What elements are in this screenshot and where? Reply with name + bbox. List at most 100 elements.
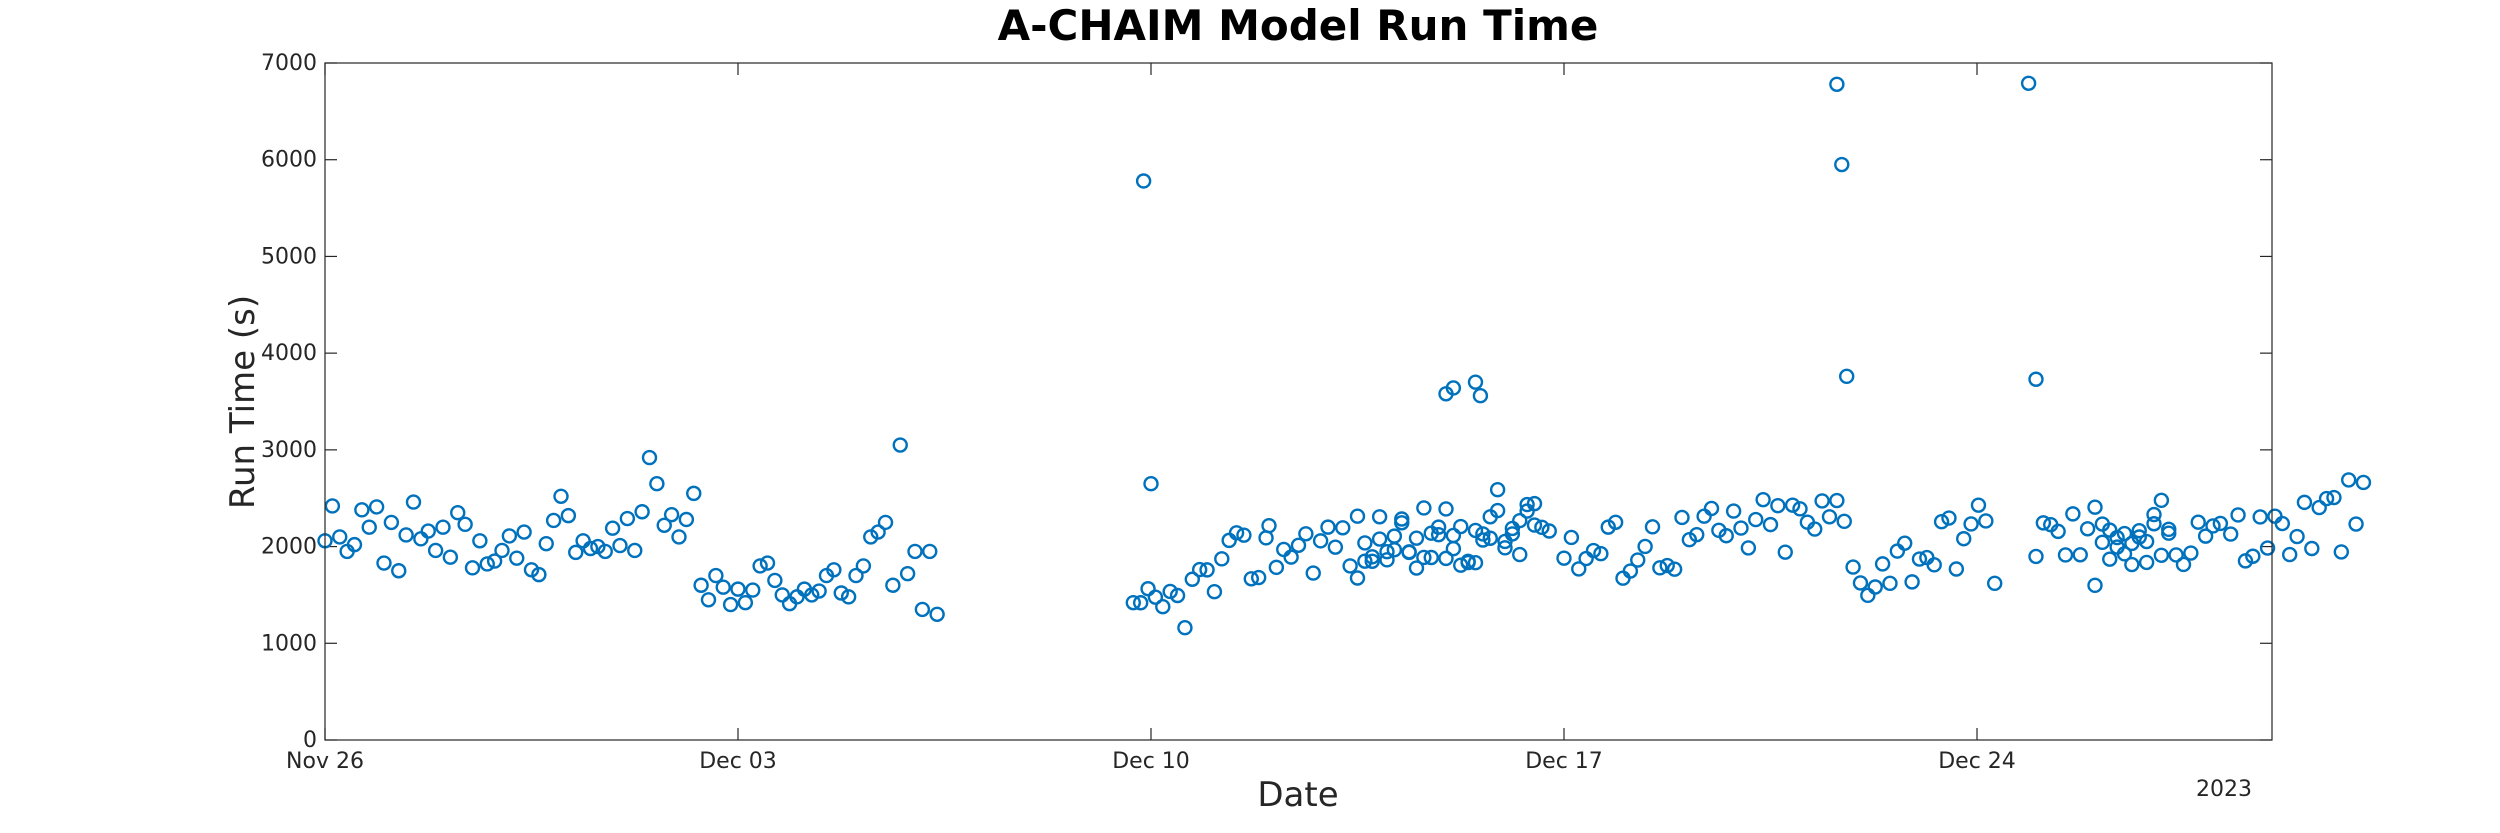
data-point: [1438, 501, 1454, 517]
data-point: [1438, 550, 1454, 567]
data-point: [2109, 529, 2125, 546]
data-point: [656, 517, 672, 533]
y-tick-label: 5000: [261, 244, 317, 269]
data-point: [1526, 517, 1543, 533]
data-point: [1904, 574, 1920, 590]
data-point: [1821, 509, 1838, 525]
data-point: [1453, 518, 1469, 535]
data-point: [1725, 503, 1742, 519]
data-point: [1578, 550, 1594, 567]
data-point: [1379, 552, 1395, 568]
y-tick-label: 2000: [261, 535, 317, 560]
data-point: [826, 562, 842, 578]
data-point: [376, 555, 392, 571]
data-point: [1829, 492, 1845, 509]
data-point: [413, 531, 429, 547]
data-point: [1792, 501, 1808, 517]
data-point: [1155, 599, 1171, 615]
data-point: [848, 567, 864, 584]
data-point: [2094, 534, 2111, 551]
data-point: [2289, 528, 2305, 545]
data-point: [2355, 474, 2372, 491]
data-point: [877, 514, 894, 531]
data-point: [2245, 548, 2261, 564]
data-point: [1349, 570, 1366, 586]
data-point: [1143, 476, 1159, 492]
data-point: [1228, 525, 1245, 541]
data-point: [1541, 523, 1557, 539]
data-point: [1748, 511, 1764, 528]
data-point: [1342, 558, 1358, 574]
data-point: [2146, 506, 2162, 523]
data-point: [2190, 514, 2206, 530]
data-point: [1349, 508, 1366, 524]
data-point: [885, 577, 901, 593]
data-point: [2230, 507, 2246, 523]
data-point: [1497, 540, 1513, 556]
data-point: [1986, 575, 2003, 592]
data-point: [1897, 535, 1913, 551]
data-point: [1836, 513, 1852, 530]
data-point: [1644, 519, 1661, 535]
data-point: [1512, 512, 1528, 529]
data-point: [899, 565, 916, 582]
data-point: [1860, 587, 1876, 604]
data-point: [2168, 547, 2184, 563]
data-point: [693, 577, 709, 593]
data-point: [1834, 156, 1850, 173]
data-point: [715, 579, 731, 595]
data-point: [1814, 493, 1830, 509]
data-point: [1740, 540, 1757, 556]
data-point: [1526, 495, 1543, 512]
data-point: [2222, 526, 2239, 542]
data-point: [2183, 545, 2199, 561]
data-point: [840, 589, 857, 605]
x-tick-label: Dec 24: [1938, 749, 2016, 774]
y-axis-label: Run Time (s): [223, 295, 263, 509]
data-point: [1290, 537, 1307, 554]
data-point: [2153, 492, 2170, 509]
y-tick-label: 7000: [261, 51, 317, 76]
data-point: [1777, 544, 1793, 560]
data-point: [1320, 519, 1336, 535]
data-point: [1191, 561, 1208, 578]
data-point: [361, 519, 377, 535]
data-point: [1593, 546, 1609, 562]
data-point: [450, 505, 466, 521]
data-point: [1637, 538, 1653, 555]
data-point: [1132, 595, 1149, 611]
data-point: [516, 524, 532, 540]
data-point: [752, 558, 768, 574]
data-point: [486, 553, 503, 569]
data-point: [1379, 543, 1395, 560]
data-point: [1214, 551, 1230, 567]
data-point: [1460, 553, 1476, 570]
data-point: [1652, 560, 1668, 576]
data-point: [2311, 499, 2327, 516]
data-point: [1162, 583, 1178, 600]
data-point: [604, 520, 621, 536]
data-point: [1512, 546, 1528, 563]
data-point: [2146, 516, 2162, 532]
data-point: [634, 504, 650, 520]
data-point: [1519, 496, 1535, 513]
data-point: [1371, 531, 1388, 547]
data-point: [1184, 571, 1201, 587]
data-point: [368, 499, 385, 515]
data-point: [1221, 532, 1237, 549]
data-point: [1978, 513, 1994, 529]
data-point: [855, 558, 872, 574]
data-point: [1467, 555, 1484, 571]
data-point: [1125, 594, 1142, 611]
data-point: [545, 512, 562, 529]
data-point: [1305, 565, 1321, 581]
data-point: [2065, 506, 2081, 522]
data-point: [420, 523, 436, 539]
data-point: [1268, 559, 1285, 576]
data-point: [1489, 502, 1506, 519]
data-point: [575, 533, 591, 549]
data-point: [597, 543, 613, 560]
data-point: [2296, 494, 2313, 511]
data-point: [1261, 517, 1277, 534]
data-point: [1571, 561, 1587, 577]
